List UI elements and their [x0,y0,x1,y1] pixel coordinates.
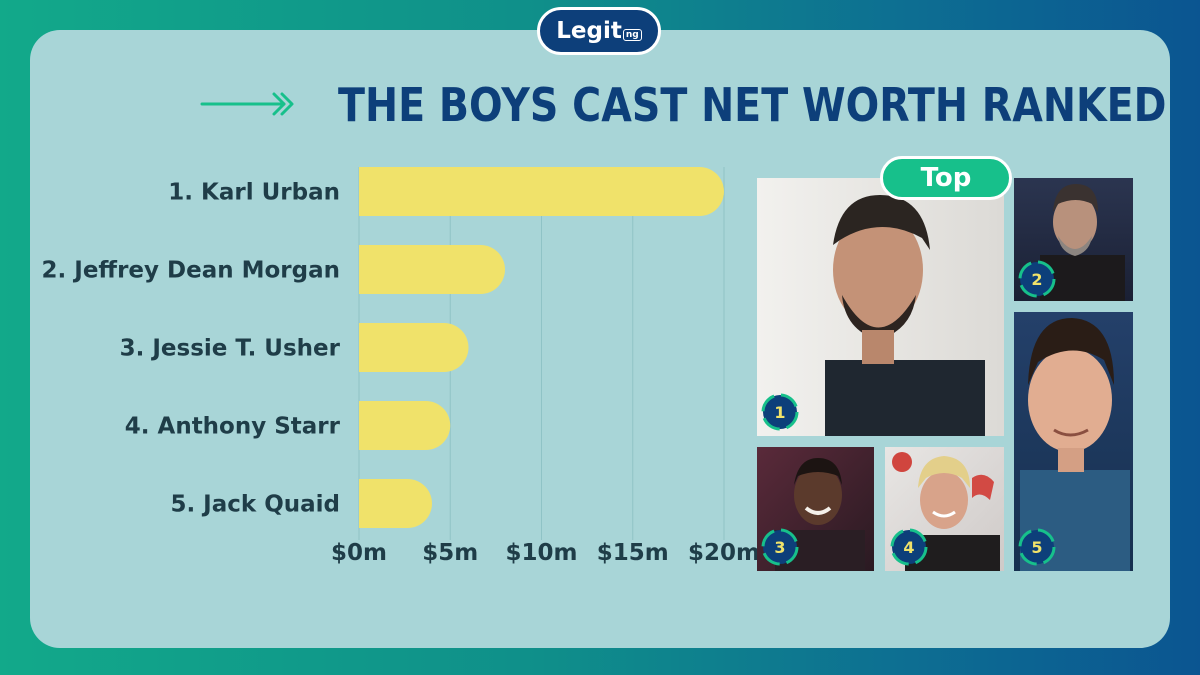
jeffrey-dean-morgan-photo [1014,178,1133,301]
rank-ring [761,393,799,431]
rank-badges: 1 2 3 4 5 [761,260,1056,566]
x-tick-label: $15m [597,540,669,566]
rank-ring [1018,260,1056,298]
bar [359,323,469,372]
rank-ring [761,528,799,566]
category-label: 5. Jack Quaid [170,492,340,518]
chart-x-ticks: $0m $5m $10m $15m $20m [331,540,760,566]
rank-ring [890,528,928,566]
jack-quaid-photo [1014,312,1133,571]
rank-badge: 3 [761,528,799,566]
bar [359,245,505,294]
x-tick-label: $0m [331,540,387,566]
x-tick-label: $20m [688,540,760,566]
bar [359,479,432,528]
rank-badge: 4 [890,528,928,566]
rank-badge: 2 [1018,260,1056,298]
rank-badge: 1 [761,393,799,431]
page-title: THE BOYS CAST NET WORTH RANKED [338,78,1167,132]
logo-tld: ng [622,29,642,41]
category-label: 1. Karl Urban [168,180,340,206]
rank-number: 2 [1031,270,1042,289]
top-badge: Top [880,156,1012,200]
karl-urban-photo [757,178,1004,436]
logo-text: Legit [556,18,622,44]
chart-category-labels: 1. Karl Urban 2. Jeffrey Dean Morgan 3. Je… [42,180,341,518]
arrow-right-icon [200,92,294,116]
rank-ring [1018,528,1056,566]
bar [359,167,724,216]
category-label: 3. Jessie T. Usher [120,336,341,362]
chart-bars [359,167,724,528]
category-label: 2. Jeffrey Dean Morgan [42,258,340,284]
x-tick-label: $5m [422,540,478,566]
x-tick-label: $10m [506,540,578,566]
rank-number: 1 [774,403,785,422]
category-label: 4. Anthony Starr [125,414,341,440]
bar [359,401,451,450]
legit-logo[interactable]: Legit ng [537,7,661,55]
rank-number: 4 [903,538,914,557]
rank-number: 5 [1031,538,1042,557]
rank-badge: 5 [1018,528,1056,566]
rank-number: 3 [774,538,785,557]
